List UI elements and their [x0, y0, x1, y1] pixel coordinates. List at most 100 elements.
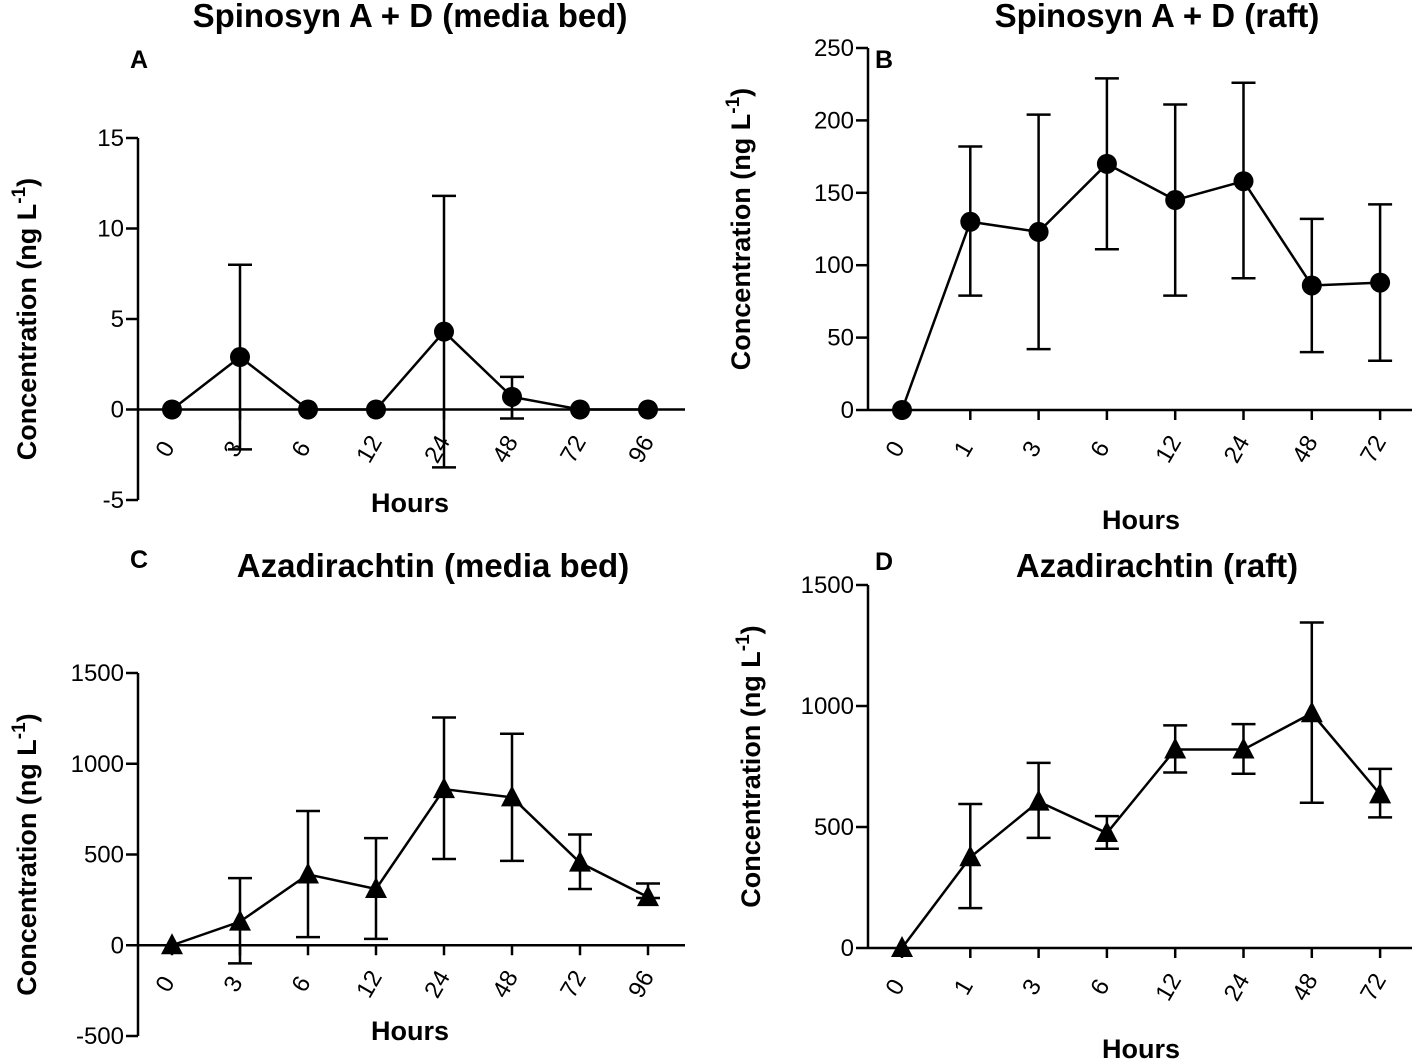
data-point: [366, 399, 386, 420]
x-tick-label: 12: [351, 431, 388, 468]
y-tick-label: 15: [97, 125, 124, 152]
x-tick-label: 0: [880, 975, 910, 1000]
data-point: [1232, 737, 1255, 759]
data-point: [502, 386, 522, 407]
data-point: [501, 785, 523, 807]
y-axis-title: Concentration (ng L-1): [9, 713, 42, 995]
y-axis-title-main: Concentration (ng L: [726, 114, 756, 370]
data-point: [1096, 153, 1117, 174]
panel-letter: B: [875, 46, 893, 74]
x-tick-label: 24: [419, 431, 456, 468]
chart-title: Azadirachtin (raft): [1016, 547, 1298, 584]
data-point: [298, 399, 318, 420]
panel-letter: D: [875, 548, 893, 576]
x-tick-label: 72: [1355, 431, 1392, 468]
y-tick-label: -500: [76, 1023, 124, 1050]
data-point: [1300, 701, 1323, 723]
data-point: [230, 347, 250, 368]
x-axis-title: Hours: [1102, 1034, 1180, 1064]
y-tick-label: 500: [84, 842, 124, 869]
data-point: [892, 400, 912, 420]
x-tick-label: 48: [487, 966, 524, 1003]
x-tick-label: 24: [419, 966, 456, 1003]
x-tick-label: 6: [286, 437, 316, 462]
data-point: [297, 862, 319, 884]
data-point: [891, 936, 913, 957]
data-point: [433, 777, 455, 799]
data-point: [161, 933, 183, 955]
chart-title: Spinosyn A + D (raft): [995, 0, 1320, 34]
x-tick-label: 0: [150, 972, 180, 997]
x-tick-label: 0: [150, 437, 180, 462]
x-tick-label: 0: [880, 437, 910, 462]
data-point: [229, 909, 251, 931]
y-axis-title-superscript: -1: [9, 722, 30, 739]
y-axis-title-close: ): [12, 713, 42, 722]
data-point: [1370, 272, 1391, 293]
y-tick-label: 250: [814, 35, 854, 62]
data-point: [162, 399, 182, 420]
x-tick-label: 96: [623, 431, 660, 468]
data-point: [637, 885, 659, 907]
data-point: [365, 876, 387, 898]
series-line: [171, 787, 649, 947]
x-tick-label: 1: [949, 437, 979, 462]
x-tick-label: 1: [949, 975, 979, 1000]
y-tick-label: 10: [97, 216, 124, 243]
series-line: [901, 711, 1382, 949]
y-tick-label: 1500: [801, 572, 854, 599]
x-tick-label: 3: [1017, 437, 1047, 462]
chart-panel-b: Spinosyn A + D (raft) B 0 50 100 150 200 250 0 1 3…: [723, 0, 1412, 535]
series-line: [171, 329, 648, 411]
data-point: [1233, 171, 1254, 192]
y-axis-title-main: Concentration (ng L: [12, 739, 42, 995]
data-point: [1301, 275, 1322, 296]
y-axis-title: Concentration (ng L-1): [723, 88, 756, 370]
y-tick-label: 100: [814, 252, 854, 279]
x-tick-label: 6: [1085, 437, 1115, 462]
x-tick-label: 6: [286, 972, 316, 997]
x-tick-label: 3: [1017, 975, 1047, 1000]
x-tick-label: 12: [351, 966, 388, 1003]
data-point: [959, 845, 982, 867]
y-axis-title-close: ): [12, 178, 42, 187]
chart-title: Azadirachtin (media bed): [237, 547, 629, 584]
y-tick-label: 1000: [801, 693, 854, 720]
x-axis-title: Hours: [1102, 505, 1180, 535]
y-tick-label: -5: [103, 487, 124, 514]
y-tick-label: 5: [111, 306, 124, 333]
data-point: [1027, 789, 1050, 811]
data-point: [638, 399, 658, 420]
data-point: [1165, 190, 1186, 211]
data-point: [1369, 782, 1392, 804]
panel-letter: C: [130, 546, 148, 574]
y-axis-title-superscript: -1: [9, 186, 30, 203]
x-tick-label: 3: [218, 972, 248, 997]
data-point: [1095, 821, 1118, 843]
chart-panel-d: Azadirachtin (raft) D 0 500 1000 1500 0 1 3 6 12 24…: [733, 547, 1412, 1064]
y-axis-title: Concentration (ng L-1): [9, 178, 42, 460]
x-tick-label: 48: [1287, 969, 1324, 1006]
y-axis-title-main: Concentration (ng L: [12, 204, 42, 460]
x-tick-label: 24: [1219, 431, 1256, 468]
data-point: [570, 399, 590, 420]
y-axis-title-close: ): [726, 88, 756, 97]
y-axis-title-main: Concentration (ng L: [736, 651, 766, 907]
chart-title: Spinosyn A + D (media bed): [193, 0, 628, 34]
x-tick-label: 72: [555, 966, 592, 1003]
x-tick-label: 48: [1287, 431, 1324, 468]
data-point: [1164, 737, 1187, 759]
y-tick-label: 1000: [71, 751, 124, 778]
x-tick-label: 12: [1150, 431, 1187, 468]
y-axis-title-superscript: -1: [723, 96, 744, 113]
y-tick-label: 0: [841, 397, 854, 424]
y-tick-label: 0: [111, 932, 124, 959]
y-tick-label: 0: [111, 397, 124, 424]
y-axis-title-superscript: -1: [733, 634, 754, 651]
y-tick-label: 500: [814, 814, 854, 841]
x-tick-label: 48: [487, 431, 524, 468]
data-point: [1028, 221, 1049, 242]
y-tick-label: 200: [814, 107, 854, 134]
